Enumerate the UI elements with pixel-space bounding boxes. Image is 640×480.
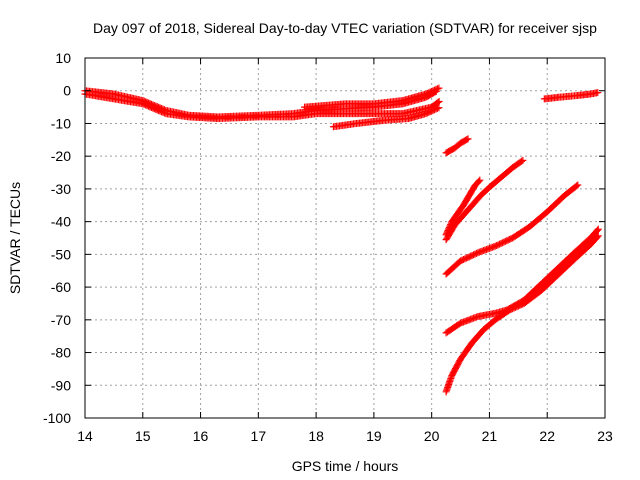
axis-ticks: 14 15 16 17 18 19 20 21 22 23 10 0 -10 -20 -30 -40 -50 -6…: [43, 50, 613, 444]
x-tick-label: 19: [366, 428, 382, 444]
data-point: [519, 156, 527, 164]
x-tick-label: 23: [597, 428, 613, 444]
y-tick-label: -100: [43, 410, 71, 426]
y-tick-label: 10: [55, 50, 71, 66]
data-markers: [81, 84, 602, 396]
y-tick-label: -90: [51, 377, 71, 393]
y-tick-label: -50: [51, 246, 71, 262]
data-point: [476, 176, 484, 184]
data-series-10: [442, 232, 602, 396]
x-tick-label: 18: [308, 428, 324, 444]
data-series-6: [442, 176, 484, 239]
data-point: [435, 104, 443, 112]
data-point: [463, 136, 471, 144]
y-tick-label: -80: [51, 345, 71, 361]
data-series-7: [442, 156, 527, 244]
data-point: [433, 104, 441, 112]
y-tick-label: -20: [51, 148, 71, 164]
x-tick-label: 17: [251, 428, 267, 444]
y-tick-label: -60: [51, 279, 71, 295]
data-point: [435, 84, 443, 92]
data-point: [573, 182, 581, 190]
y-tick-label: 0: [63, 83, 71, 99]
y-axis-title: SDTVAR / TECUs: [7, 182, 23, 294]
data-point: [594, 232, 602, 240]
data-series-8: [442, 181, 582, 278]
x-tick-label: 14: [77, 428, 93, 444]
data-series-4: [329, 104, 443, 131]
chart-title: Day 097 of 2018, Sidereal Day-to-day VTE…: [93, 20, 597, 36]
x-tick-label: 16: [193, 428, 209, 444]
y-tick-label: -30: [51, 181, 71, 197]
y-tick-label: -70: [51, 312, 71, 328]
x-tick-label: 15: [135, 428, 151, 444]
data-point: [160, 109, 168, 117]
data-point: [434, 98, 442, 106]
y-tick-label: -10: [51, 115, 71, 131]
data-point: [574, 181, 582, 189]
data-point: [433, 85, 441, 93]
grid: [85, 58, 605, 418]
data-series-2: [81, 90, 443, 123]
x-axis-title: GPS time / hours: [292, 458, 399, 474]
data-series-3: [301, 84, 443, 111]
data-point: [594, 225, 602, 233]
data-series-11: [540, 89, 602, 103]
x-tick-label: 22: [539, 428, 555, 444]
data-point: [464, 135, 472, 143]
data-point: [435, 97, 443, 105]
x-tick-label: 21: [482, 428, 498, 444]
data-point: [594, 89, 602, 97]
data-point: [475, 177, 483, 185]
data-point: [518, 157, 526, 165]
data-series-9: [442, 225, 602, 337]
x-tick-label: 20: [424, 428, 440, 444]
plot-frame: [84, 57, 606, 419]
data-series-5: [442, 135, 472, 157]
data-point: [593, 233, 601, 241]
data-point: [593, 226, 601, 234]
y-tick-label: -40: [51, 214, 71, 230]
